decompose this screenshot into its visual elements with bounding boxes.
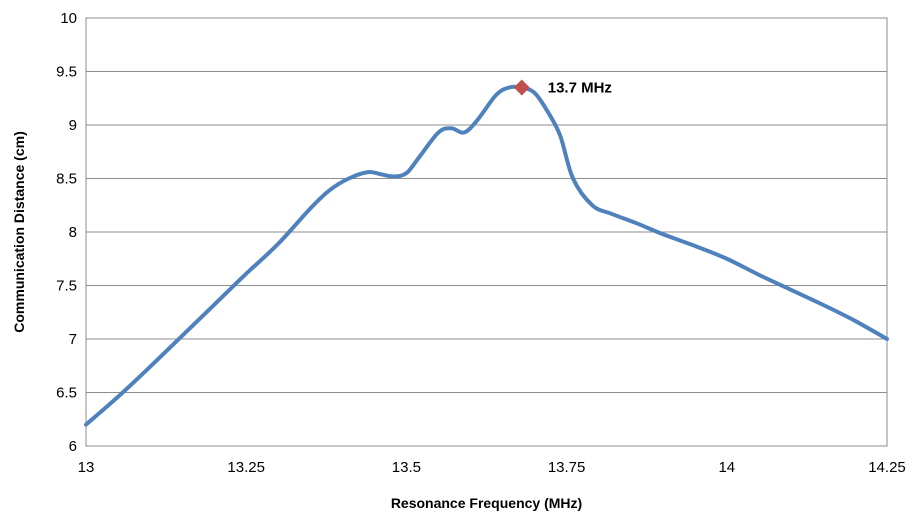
peak-diamond-marker [513,79,530,96]
y-axis-title: Communication Distance (cm) [11,131,27,332]
series-layer [84,84,889,427]
x-tick-label: 13 [78,459,95,476]
y-tick-label: 8 [69,224,77,241]
y-tick-label: 10 [60,10,77,27]
x-tick-label: 14 [718,459,735,476]
y-tick-label: 9 [69,117,77,134]
x-axis-tick-labels: 13 13.25 13.5 13.75 14 14.25 [78,459,906,476]
x-tick-label: 14.25 [868,459,906,476]
y-tick-label: 7.5 [56,278,77,295]
y-tick-label: 8.5 [56,171,77,188]
series-line [84,84,889,427]
x-tick-label: 13.5 [392,459,421,476]
peak-annotation-label: 13.7 MHz [548,80,612,97]
x-tick-label: 13.25 [227,459,265,476]
y-tick-label: 6.5 [56,385,77,402]
grid-lines [86,17,887,447]
y-tick-label: 6 [69,438,77,455]
y-tick-label: 7 [69,331,77,348]
annotation-layer: 13.7 MHz [513,79,612,97]
x-axis-title: Resonance Frequency (MHz) [391,495,582,511]
plot-area-frame [85,17,888,447]
y-axis-tick-labels: 6 6.5 7 7.5 8 8.5 9 9.5 10 [56,10,77,455]
y-tick-label: 9.5 [56,64,77,81]
x-tick-label: 13.75 [548,459,586,476]
